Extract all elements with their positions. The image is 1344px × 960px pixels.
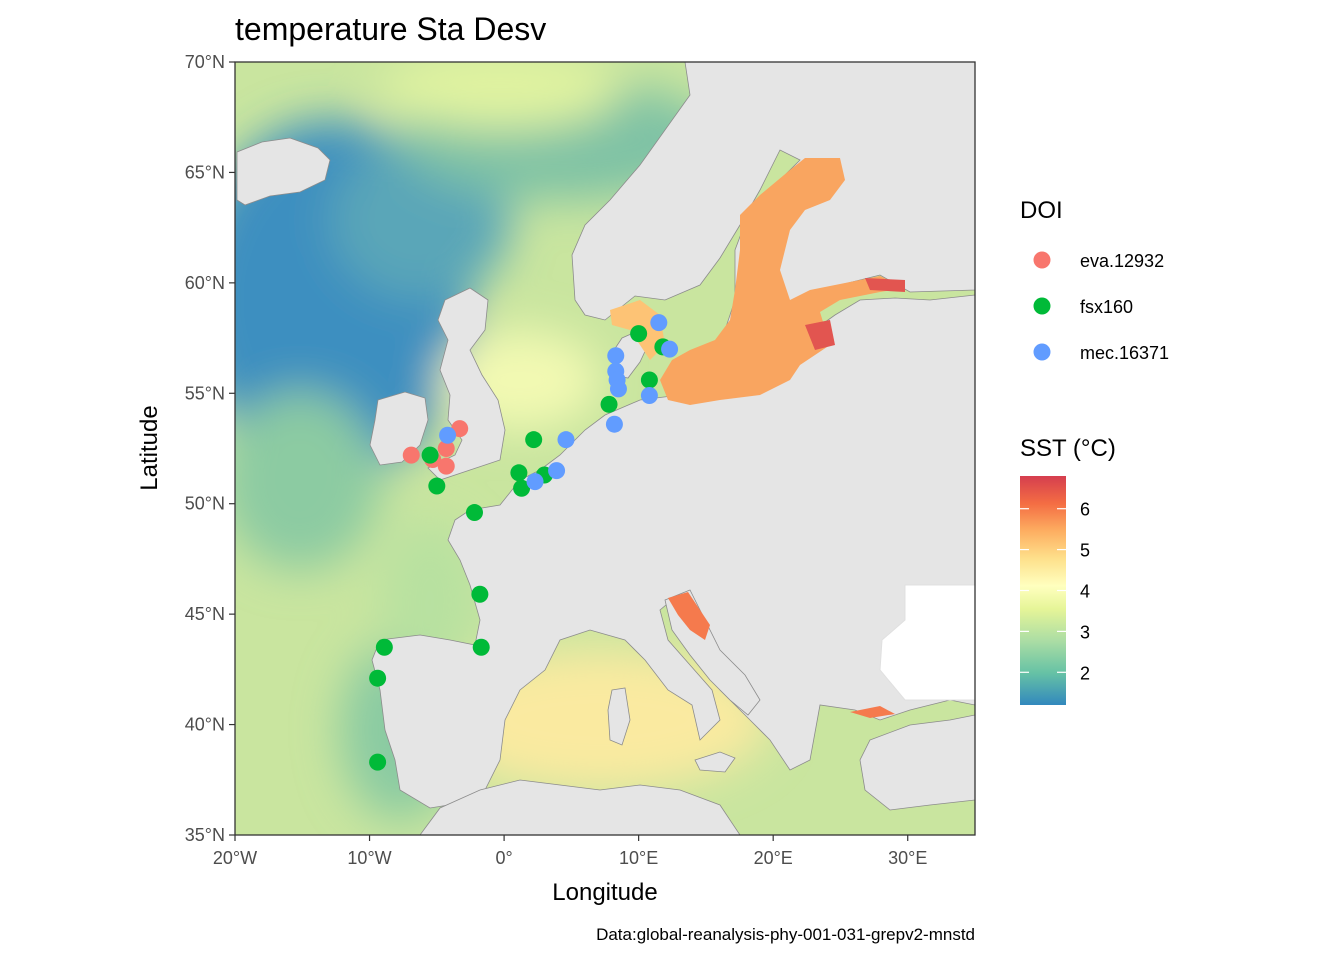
sample-point <box>437 440 455 457</box>
sample-point <box>421 446 439 464</box>
y-tick-label: 40°N <box>185 715 225 735</box>
sample-point <box>640 371 658 389</box>
sample-point <box>510 464 528 482</box>
legend-label: mec.16371 <box>1080 343 1169 363</box>
north-africa <box>419 779 741 835</box>
y-tick-label: 70°N <box>185 52 225 72</box>
x-tick-label: 10°E <box>619 848 658 868</box>
x-tick-label: 20°E <box>754 848 793 868</box>
sample-point <box>650 314 668 332</box>
y-tick-label: 35°N <box>185 825 225 845</box>
y-tick-label: 55°N <box>185 383 225 403</box>
sample-point <box>472 638 490 656</box>
x-axis: 20°W 10°W 0° 10°E 20°E 30°E <box>213 835 927 868</box>
sample-point <box>513 479 531 497</box>
x-tick-label: 0° <box>495 848 512 868</box>
colorbar-label: 6 <box>1080 500 1090 520</box>
map-panel <box>235 62 975 835</box>
colorbar-label: 5 <box>1080 541 1090 561</box>
land-masses <box>236 62 975 835</box>
legend-sst-title: SST (°C) <box>1020 435 1116 462</box>
y-tick-label: 50°N <box>185 494 225 514</box>
sample-point <box>605 415 623 433</box>
sample-point <box>375 638 393 656</box>
legend-label: eva.12932 <box>1080 251 1164 271</box>
colorbar-label: 4 <box>1080 582 1090 602</box>
sample-point <box>640 386 658 404</box>
sample-point <box>548 462 566 480</box>
legend-key-eva.12932 <box>1033 251 1051 269</box>
sample-point <box>428 477 446 495</box>
iceland <box>236 137 331 206</box>
sample-point <box>630 325 648 343</box>
x-axis-title: Longitude <box>552 879 657 906</box>
sample-point <box>471 585 489 603</box>
sample-point <box>437 457 455 475</box>
sample-point <box>557 431 575 449</box>
legend-key-mec.16371 <box>1033 343 1051 361</box>
sample-point <box>465 504 483 522</box>
y-tick-label: 65°N <box>185 162 225 182</box>
y-tick-label: 60°N <box>185 273 225 293</box>
black-sea <box>879 584 975 701</box>
legend-key-fsx160 <box>1033 297 1051 315</box>
sample-point <box>439 426 457 444</box>
colorbar-label: 3 <box>1080 622 1090 642</box>
legend-label: fsx160 <box>1080 297 1133 317</box>
sample-point <box>369 753 387 771</box>
sample-point <box>526 473 544 491</box>
sample-point <box>525 431 543 449</box>
legend-sst: SST (°C) 2 3 4 5 6 <box>1020 435 1116 705</box>
y-axis: 35°N 40°N 45°N 50°N 55°N 60°N 65°N 70°N <box>185 52 235 845</box>
y-axis-title: Latitude <box>136 405 163 490</box>
legend-doi: DOI eva.12932 fsx160 mec.16371 <box>1020 197 1169 363</box>
sicily <box>694 751 736 773</box>
sardinia <box>607 687 631 746</box>
anatolia <box>859 714 975 811</box>
sample-point <box>661 340 679 358</box>
marmara-sea <box>850 706 895 718</box>
sample-point <box>609 380 627 398</box>
x-tick-label: 10°W <box>347 848 391 868</box>
y-tick-label: 45°N <box>185 604 225 624</box>
x-tick-label: 30°E <box>888 848 927 868</box>
map-title: temperature Sta Desv <box>235 11 546 47</box>
great-britain <box>427 287 506 481</box>
baltic-sea <box>660 158 905 405</box>
colorbar-label: 2 <box>1080 663 1090 683</box>
sample-point <box>600 395 618 413</box>
sample-point <box>607 347 625 365</box>
series-mec.16371 <box>439 314 679 491</box>
sample-points <box>369 314 679 771</box>
sample-point <box>369 669 387 687</box>
x-tick-label: 20°W <box>213 848 257 868</box>
caption: Data:global-reanalysis-phy-001-031-grepv… <box>596 925 975 944</box>
adriatic-sea <box>668 592 710 640</box>
panel-border <box>234 61 976 836</box>
sample-point <box>402 446 420 464</box>
legend-doi-title: DOI <box>1020 197 1063 224</box>
